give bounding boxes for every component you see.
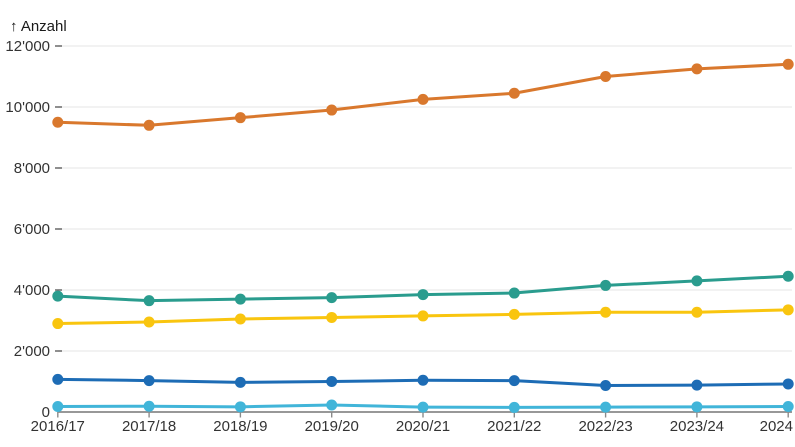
series-teal-point[interactable]	[417, 289, 429, 301]
series-orange-point[interactable]	[600, 71, 612, 82]
series-yellow-point[interactable]	[508, 308, 520, 320]
x-tick-label: 2018/19	[213, 418, 267, 435]
series-teal-point[interactable]	[326, 292, 338, 304]
series-blue-point[interactable]	[600, 379, 612, 391]
series-teal-point[interactable]	[234, 293, 246, 305]
x-tick-label: 2016/17	[31, 418, 85, 435]
x-tick-label: 2017/18	[122, 418, 176, 435]
x-tick-label: 2022/23	[578, 418, 632, 435]
x-tick-label: 2021/22	[487, 418, 541, 435]
series-orange-point[interactable]	[508, 87, 520, 99]
series-yellow-point[interactable]	[600, 306, 612, 318]
series-lightblue-point[interactable]	[143, 400, 155, 412]
series-lightblue-point[interactable]	[508, 401, 520, 413]
series-yellow-point[interactable]	[234, 313, 246, 325]
y-axis-tick-labels: 0 2'000 4'000 6'000 8'000 10'000 12'000	[5, 38, 62, 421]
series-lightblue-point[interactable]	[234, 401, 246, 413]
series-lines	[52, 58, 794, 413]
series-teal-point[interactable]	[782, 270, 794, 282]
series-blue-point[interactable]	[234, 376, 246, 388]
y-tick-label: 8'000	[14, 160, 50, 177]
series-orange-point[interactable]	[143, 119, 155, 131]
y-tick-label: 2'000	[14, 343, 50, 360]
series-lightblue-point[interactable]	[52, 401, 64, 413]
x-tick-label: 2023/24	[670, 418, 724, 435]
series-blue-point[interactable]	[52, 373, 64, 385]
series-orange-point[interactable]	[52, 116, 64, 128]
series-teal-point[interactable]	[600, 279, 612, 291]
series-blue-point[interactable]	[508, 375, 520, 387]
x-tick-label: 2024	[760, 418, 793, 435]
series-blue-point[interactable]	[326, 376, 338, 387]
y-tick-label: 0	[42, 404, 50, 421]
series-teal-point[interactable]	[508, 287, 520, 299]
series-lightblue-point[interactable]	[417, 401, 429, 413]
series-orange-point[interactable]	[326, 104, 338, 116]
series-orange-point[interactable]	[782, 58, 794, 70]
series-yellow-point[interactable]	[326, 311, 338, 323]
series-lightblue-point[interactable]	[782, 401, 794, 413]
x-tick-label: 2020/21	[396, 418, 450, 435]
y-tick-label: 4'000	[14, 282, 50, 299]
series-blue-point[interactable]	[782, 378, 794, 390]
series-yellow-point[interactable]	[52, 318, 64, 330]
y-tick-label: 12'000	[5, 38, 50, 55]
series-blue-point[interactable]	[143, 375, 155, 387]
gridlines	[57, 45, 792, 352]
series-blue-point[interactable]	[417, 374, 429, 386]
series-yellow-point[interactable]	[417, 310, 429, 322]
series-orange-point[interactable]	[234, 112, 246, 124]
x-axis: 2016/17 2017/18 2018/19 2019/20 2020/21 2021/…	[31, 411, 793, 435]
series-teal-point[interactable]	[52, 290, 64, 302]
series-yellow-point[interactable]	[782, 304, 794, 316]
series-lightblue-point[interactable]	[600, 401, 612, 413]
x-tick-label: 2019/20	[305, 418, 359, 435]
y-axis-title: ↑ Anzahl	[10, 18, 67, 35]
series-lightblue-point[interactable]	[326, 399, 338, 411]
series-orange-point[interactable]	[417, 93, 429, 105]
series-yellow-point[interactable]	[691, 306, 703, 318]
y-tick-label: 10'000	[5, 99, 50, 116]
series-lightblue-point[interactable]	[691, 401, 703, 413]
series-teal-point[interactable]	[691, 275, 703, 287]
series-teal-point[interactable]	[143, 295, 155, 307]
y-tick-label: 6'000	[14, 221, 50, 238]
series-blue-point[interactable]	[691, 379, 703, 391]
series-yellow-point[interactable]	[143, 316, 155, 328]
series-orange-point[interactable]	[691, 63, 703, 75]
